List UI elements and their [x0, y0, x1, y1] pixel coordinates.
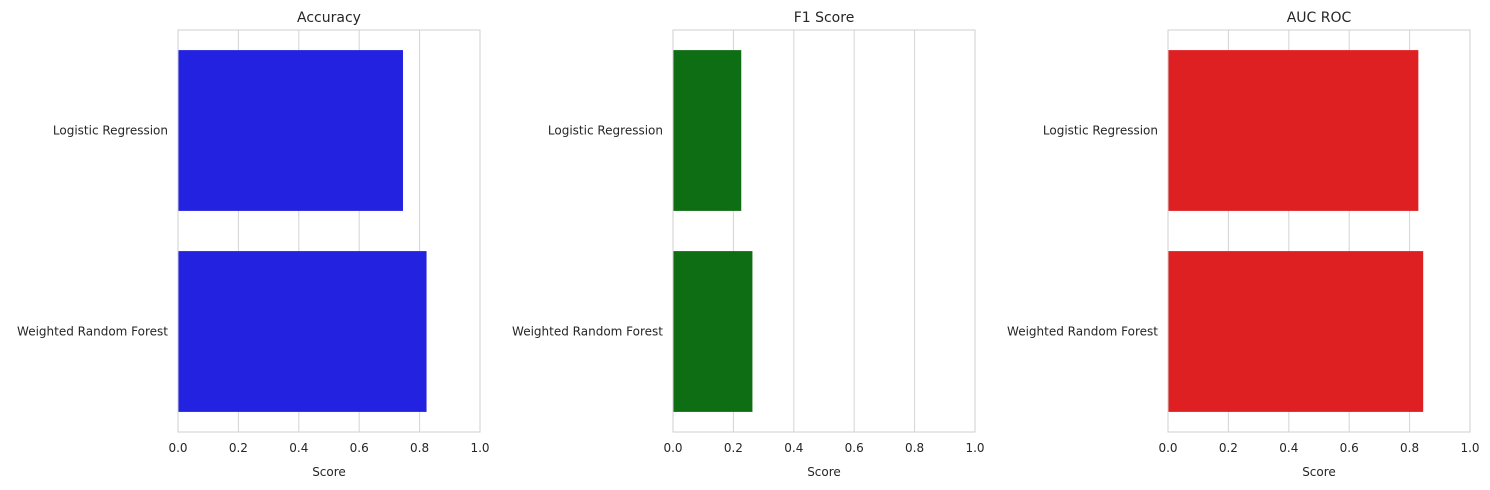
category-label: Weighted Random Forest: [1007, 325, 1158, 339]
x-tick-label: 0.8: [410, 441, 429, 455]
x-axis-label: Score: [312, 465, 346, 479]
x-tick-label: 0.4: [289, 441, 308, 455]
chart-title: Accuracy: [297, 10, 361, 26]
x-tick-label: 0.0: [168, 441, 187, 455]
chart-title: F1 Score: [794, 10, 855, 26]
category-label: Logistic Regression: [53, 124, 168, 138]
x-tick-label: 0.0: [663, 441, 682, 455]
bar: [178, 251, 427, 412]
category-label: Weighted Random Forest: [512, 325, 663, 339]
x-axis-label: Score: [807, 465, 841, 479]
x-tick-label: 0.4: [784, 441, 803, 455]
chart-panel-2: Logistic Regression Weighted Random Fores…: [512, 10, 985, 479]
x-tick-label: 1.0: [1460, 441, 1479, 455]
x-tick-label: 0.6: [1340, 441, 1359, 455]
plot-frame: [1167, 29, 1471, 433]
chart-title: AUC ROC: [1287, 10, 1352, 26]
x-tick-label: 0.8: [905, 441, 924, 455]
bar: [178, 50, 403, 211]
bar: [1168, 251, 1424, 412]
plot-frame: [672, 29, 976, 433]
x-tick-label: 0.2: [229, 441, 248, 455]
chart-panel-3: Logistic Regression Weighted Random Fores…: [1007, 10, 1480, 479]
x-tick-label: 1.0: [470, 441, 489, 455]
category-label: Weighted Random Forest: [17, 325, 168, 339]
x-tick-label: 0.6: [350, 441, 369, 455]
x-tick-label: 0.0: [1158, 441, 1177, 455]
category-label: Logistic Regression: [548, 124, 663, 138]
bar: [1168, 50, 1419, 211]
x-tick-label: 0.4: [1279, 441, 1298, 455]
plot-frame: [177, 29, 481, 433]
x-tick-label: 0.2: [1219, 441, 1238, 455]
x-tick-label: 0.2: [724, 441, 743, 455]
x-tick-label: 1.0: [965, 441, 984, 455]
x-axis-label: Score: [1302, 465, 1336, 479]
x-tick-label: 0.8: [1400, 441, 1419, 455]
bar: [673, 50, 742, 211]
chart-panel-1: Logistic Regression Weighted Random Fores…: [17, 10, 490, 479]
bar: [673, 251, 753, 412]
category-label: Logistic Regression: [1043, 124, 1158, 138]
x-tick-label: 0.6: [845, 441, 864, 455]
